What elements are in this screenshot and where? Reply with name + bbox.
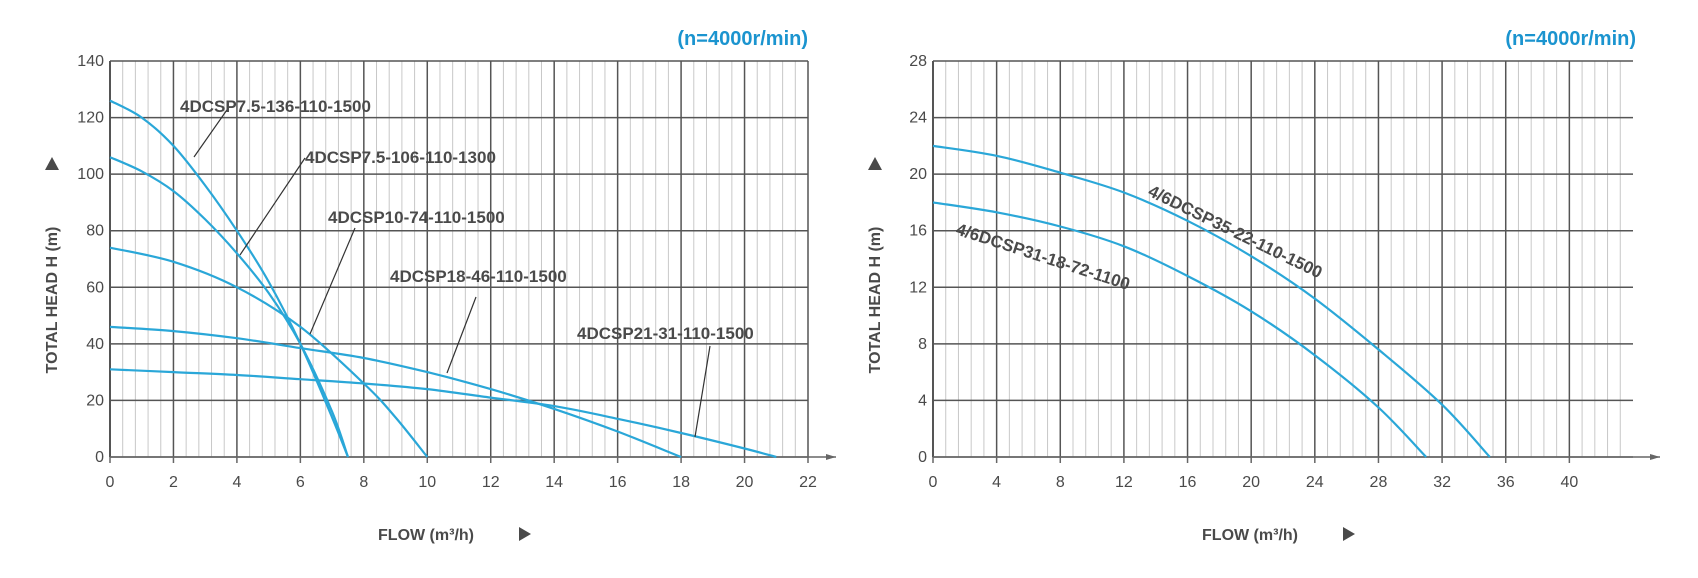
y-tick-label: 20: [909, 166, 927, 183]
left-grid: [110, 60, 809, 458]
x-tick-label: 12: [482, 474, 500, 491]
x-tick-label: 10: [418, 474, 436, 491]
x-tick-label: 36: [1497, 474, 1515, 491]
series-label-10-74: 4DCSP10-74-110-1500: [328, 208, 505, 227]
y-tick-label: 28: [909, 53, 927, 70]
series-label-18-46: 4DCSP18-46-110-1500: [390, 267, 567, 286]
x-tick-label: 16: [609, 474, 627, 491]
series-line-1: [932, 144, 1491, 458]
y-tick-label: 20: [86, 392, 104, 409]
right-x-axis-title: FLOW (m³/h): [1202, 527, 1298, 544]
x-tick-label: 20: [736, 474, 754, 491]
series-label-7.5-136: 4DCSP7.5-136-110-1500: [180, 97, 371, 116]
x-tick-label: 4: [232, 474, 241, 491]
x-tick-label: 8: [1056, 474, 1065, 491]
left-x-axis-arrow-icon: [519, 527, 531, 541]
right-axes: [932, 61, 1660, 463]
left-speed-label: (n=4000r/min): [677, 28, 808, 50]
y-tick-label: 24: [909, 110, 927, 127]
left-tick-labels: 0 2 4 6 8 10 12 14 16 18 20 22 0 20 40 60 80 100 120 140: [77, 53, 817, 491]
x-tick-label: 28: [1370, 474, 1388, 491]
x-tick-label: 12: [1115, 474, 1133, 491]
right-y-axis-title: TOTAL HEAD H (m): [867, 227, 884, 374]
left-axes: [109, 61, 836, 463]
x-tick-label: 0: [929, 474, 938, 491]
leader-line-7.5-136: [193, 106, 230, 158]
x-tick-label: 22: [799, 474, 817, 491]
y-tick-label: 100: [77, 166, 104, 183]
x-tick-label: 16: [1179, 474, 1197, 491]
series-line-3: [109, 246, 429, 458]
right-speed-label: (n=4000r/min): [1505, 28, 1636, 50]
series-line-2: [932, 201, 1427, 458]
y-tick-label: 120: [77, 110, 104, 127]
x-tick-label: 2: [169, 474, 178, 491]
leader-line-10-74: [309, 227, 356, 335]
series-line-2: [109, 156, 350, 458]
left-x-axis-title: FLOW (m³/h): [378, 527, 474, 544]
y-tick-label: 40: [86, 336, 104, 353]
y-tick-label: 12: [909, 279, 927, 296]
x-axis-arrowhead-icon: [1650, 454, 1660, 460]
left-curves: [109, 99, 777, 459]
leader-line-21-31: [694, 345, 711, 438]
right-y-axis-arrow-icon: [868, 157, 882, 170]
x-tick-label: 14: [545, 474, 563, 491]
left-chart: (n=4000r/min) 0 2 4 6 8 10 12 14 16 18 20 22 0 20 40 60…: [44, 28, 836, 544]
y-tick-label: 8: [918, 336, 927, 353]
y-tick-label: 60: [86, 279, 104, 296]
series-line-4: [109, 325, 682, 459]
x-tick-label: 40: [1560, 474, 1578, 491]
y-tick-label: 0: [95, 449, 104, 466]
series-label-7.5-106: 4DCSP7.5-106-110-1300: [305, 148, 496, 167]
y-tick-label: 4: [918, 392, 927, 409]
left-curve-labels: 4DCSP7.5-136-110-1500 4DCSP7.5-106-110-1…: [180, 97, 754, 438]
left-y-axis-arrow-icon: [45, 157, 59, 170]
leader-line-7.5-106: [239, 157, 306, 256]
y-tick-label: 80: [86, 223, 104, 240]
leader-line-18-46: [446, 296, 477, 374]
y-tick-label: 140: [77, 53, 104, 70]
x-tick-label: 4: [992, 474, 1001, 491]
x-tick-label: 8: [359, 474, 368, 491]
y-tick-label: 0: [918, 449, 927, 466]
x-tick-label: 32: [1433, 474, 1451, 491]
series-line-5: [109, 368, 777, 459]
x-tick-label: 20: [1242, 474, 1260, 491]
series-label-21-31: 4DCSP21-31-110-1500: [577, 324, 754, 343]
x-tick-label: 24: [1306, 474, 1324, 491]
right-curves: [932, 144, 1491, 458]
right-x-axis-arrow-icon: [1343, 527, 1355, 541]
x-tick-label: 0: [106, 474, 115, 491]
right-chart: (n=4000r/min) 0 4 8 12 16 20 24 28 32 36 40 0 4 8 12 16…: [867, 28, 1660, 544]
right-grid: [933, 60, 1633, 458]
x-tick-label: 6: [296, 474, 305, 491]
x-axis-arrowhead-icon: [826, 454, 836, 460]
x-tick-label: 18: [672, 474, 690, 491]
left-y-axis-title: TOTAL HEAD H (m): [44, 227, 61, 374]
right-tick-labels: 0 4 8 12 16 20 24 28 32 36 40 0 4 8 12 16 20 24 28: [909, 53, 1578, 491]
y-tick-label: 16: [909, 223, 927, 240]
series-line-1: [109, 99, 350, 458]
